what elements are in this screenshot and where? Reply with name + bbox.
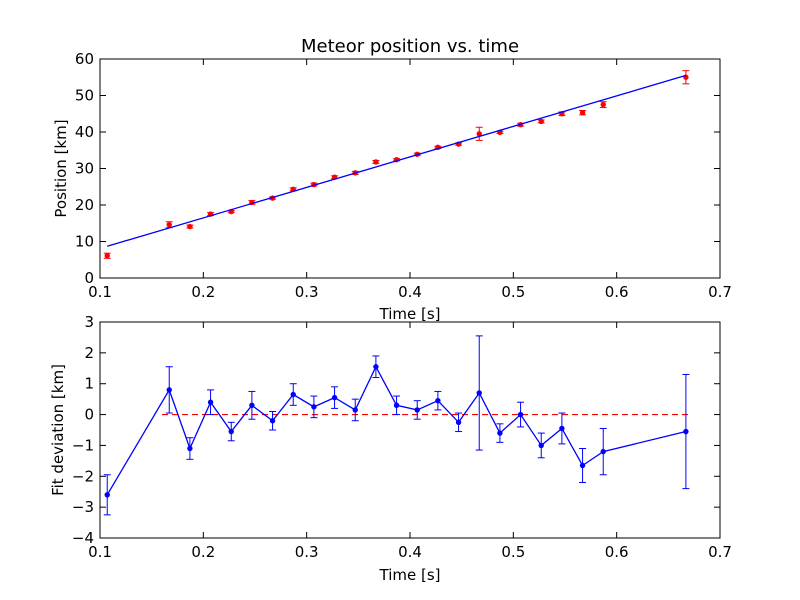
data-point [311,404,317,410]
data-point [373,159,379,165]
data-point [559,425,565,432]
data-point [187,445,193,452]
data-point [228,428,234,435]
y-tick-label: 3 [84,313,94,331]
y-tick-label: 10 [75,233,94,251]
data-point [373,364,379,370]
x-tick-label: 0.7 [708,283,732,301]
data-point [290,391,296,398]
y-tick-label: 50 [75,87,94,105]
data-point [166,387,172,393]
data-point [517,411,524,418]
x-tick-label: 0.6 [605,543,629,561]
x-tick-label: 0.5 [501,283,525,301]
data-point [538,442,544,449]
data-point [393,402,400,409]
data-point [331,394,338,401]
data-point [435,397,441,404]
y-tick-label: 40 [75,123,94,141]
y-axis-label: Position [km] [52,119,70,217]
data-point [187,223,193,230]
data-point [497,430,503,436]
data-point [269,418,276,424]
data-point [166,222,172,228]
data-point [414,407,420,413]
x-tick-label: 0.4 [398,543,422,561]
x-tick-label: 0.5 [501,543,525,561]
data-point [600,448,606,455]
x-axis-label: Time [s] [379,305,441,323]
y-tick-label: 20 [75,196,94,214]
x-tick-label: 0.2 [191,283,215,301]
x-axis-label: Time [s] [379,566,441,584]
deviation-panel: 0.1 0.2 0.3 0.4 0.5 0.6 0.7 −4 −3 −2 −1 0 1 2 3 Time [… [49,313,732,584]
deviation-line [106,365,687,496]
y-tick-label: 30 [75,160,94,178]
x-tick-label: 0.7 [708,543,732,561]
chart-title: Meteor position vs. time [301,36,519,57]
x-tick-label: 0.4 [398,283,422,301]
data-point [455,419,462,425]
y-axis-label: Fit deviation [km] [49,364,67,496]
x-tick-label: 0.6 [605,283,629,301]
data-point [476,390,482,396]
data-point [104,253,110,259]
y-tick-label: −2 [72,467,94,485]
data-point [579,462,586,469]
x-tick-label: 0.2 [191,543,215,561]
x-tick-label: 0.1 [88,543,112,561]
x-tick-label: 0.1 [88,283,112,301]
data-point [538,118,544,125]
y-tick-label: −4 [72,529,94,547]
data-point [579,109,586,116]
x-tick-label: 0.3 [295,543,319,561]
data-point [207,399,214,405]
fit-line [107,74,687,247]
position-panel: 0.1 0.2 0.3 0.4 0.5 0.6 0.7 0 10 20 30 40 50 60 Meteo… [52,36,732,323]
y-tick-label: −1 [72,436,94,454]
data-point [683,428,689,435]
y-tick-label: 60 [75,50,94,68]
data-point [600,101,606,108]
x-tick-label: 0.3 [295,283,319,301]
data-point [352,407,358,413]
y-tick-label: 0 [84,269,94,287]
y-tick-label: 1 [84,375,94,393]
y-tick-label: −3 [72,498,94,516]
y-tick-label: 0 [84,406,94,424]
y-tick-label: 2 [84,344,94,362]
data-point [104,492,110,498]
data-point [249,402,255,409]
